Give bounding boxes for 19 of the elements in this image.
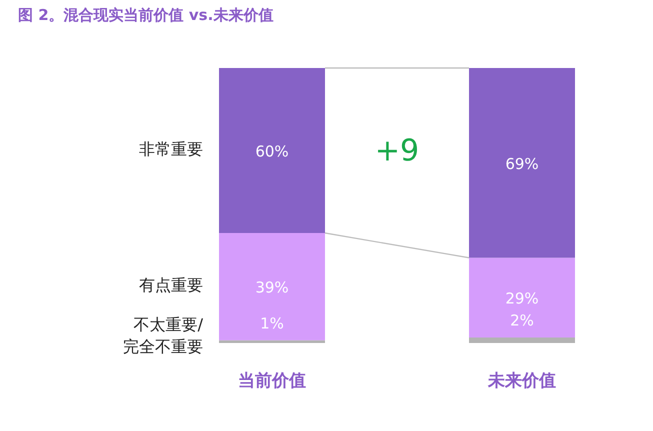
series-label: 不太重要/完全不重要: [123, 315, 204, 356]
series-label: 非常重要: [139, 140, 203, 158]
annotation: +9: [374, 134, 420, 168]
chart-title: 图 2。混合现实当前价值 vs.未来价值: [18, 6, 274, 24]
bar: [469, 338, 575, 343]
bar: [469, 258, 575, 338]
x-tick-label: 当前价值: [238, 371, 306, 391]
bar: [219, 233, 325, 340]
data-label: 2%: [510, 312, 534, 330]
bar: [469, 68, 575, 258]
bar: [219, 340, 325, 343]
data-label: 60%: [255, 142, 289, 160]
series-label: 有点重要: [139, 276, 203, 295]
data-label: 69%: [505, 154, 539, 173]
bar: [219, 68, 325, 233]
data-label: 29%: [505, 290, 539, 308]
x-tick-label: 未来价值: [487, 371, 556, 391]
data-label: 39%: [255, 278, 289, 297]
data-label: 1%: [260, 314, 284, 332]
